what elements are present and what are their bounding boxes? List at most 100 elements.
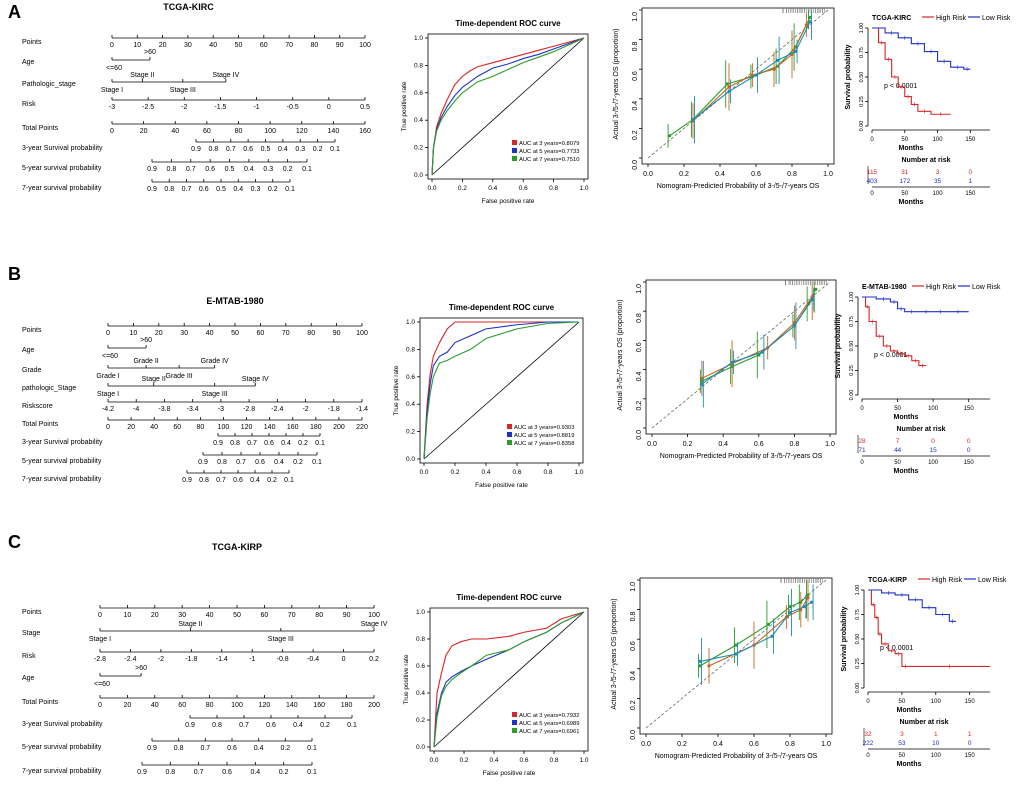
nomogram-row-label: 7-year survival probability xyxy=(22,768,102,775)
total-points-tick-label: 40 xyxy=(171,128,179,135)
points-tick-label: 30 xyxy=(180,330,188,337)
km-risk-count-high: 3 xyxy=(900,731,904,738)
km-risk-count-low: 0 xyxy=(968,740,972,747)
risk-tick-label: -3.8 xyxy=(158,406,170,413)
points-tick-label: 90 xyxy=(333,330,341,337)
km-y-tick-label: 0.50 xyxy=(855,634,861,645)
risk-tick-label: 0 xyxy=(327,104,331,111)
survival-prob-5-tick-label: 0.8 xyxy=(217,459,227,466)
risk-tick-label: -0.8 xyxy=(277,656,289,663)
total-points-tick-label: 20 xyxy=(127,424,135,431)
calibration-y-tick-label: 0.4 xyxy=(632,101,639,111)
calibration-x-tick-label: 1.0 xyxy=(825,441,835,448)
points-tick-label: 50 xyxy=(235,42,243,49)
nomogram-row-label: Age xyxy=(22,59,35,66)
km-y-tick-label: 0.75 xyxy=(859,47,865,58)
roc-y-tick-label: 0.2 xyxy=(416,717,425,724)
roc-y-tick-label: 0.4 xyxy=(406,401,415,408)
survival-prob-3-tick-label: 0.7 xyxy=(247,440,257,447)
risk-tick-label: -4 xyxy=(133,406,139,413)
km-y-tick-label: 1.00 xyxy=(859,23,865,34)
km-risk-x-tick-label: 50 xyxy=(894,460,901,466)
calibration-y-tick-label: 0.8 xyxy=(630,611,637,621)
calibration-point xyxy=(804,23,809,27)
calibration-ideal-line xyxy=(651,281,831,429)
roc-y-tick-label: 0.2 xyxy=(414,145,423,152)
survival-prob-7-tick-label: 0.1 xyxy=(284,477,294,484)
total-points-tick-label: 80 xyxy=(235,128,243,135)
nomogram-row-label: Grade xyxy=(22,367,42,374)
survival-prob-7-tick-label: 0.4 xyxy=(250,769,260,776)
survival-prob-3-tick-label: 0.1 xyxy=(315,440,325,447)
stage-label: Stage III xyxy=(170,87,196,94)
nomogram-title: TCGA-KIRC xyxy=(163,2,214,12)
km-legend-low: Low Risk xyxy=(982,15,1011,22)
points-tick-label: 90 xyxy=(343,612,351,619)
survival-prob-3-tick-label: 0.3 xyxy=(295,146,305,153)
points-tick-label: 70 xyxy=(282,330,290,337)
km-curve xyxy=(868,589,957,622)
survival-prob-3-tick-label: 0.4 xyxy=(293,722,303,729)
age-label: >60 xyxy=(135,665,147,672)
survival-prob-5-tick-label: 0.9 xyxy=(147,745,157,752)
survival-prob-7-tick-label: 0.7 xyxy=(194,769,204,776)
risk-tick-label: -2.8 xyxy=(243,406,255,413)
nomogram-row-label: 5-year survival probability xyxy=(22,165,102,172)
nomogram-title: E-MTAB-1980 xyxy=(206,296,263,306)
calibration-x-tick-label: 0.0 xyxy=(641,741,651,748)
grade-label: Grade III xyxy=(166,373,193,380)
nomogram-row-label: 5-year survival probability xyxy=(22,744,102,751)
calibration-y-tick-label: 0.2 xyxy=(630,700,637,710)
km-x-tick-label: 150 xyxy=(965,137,976,143)
roc-x-tick-label: 1.0 xyxy=(579,757,588,764)
roc-y-tick-label: 0.4 xyxy=(416,690,425,697)
stage-label: Stage IV xyxy=(361,621,388,628)
nomogram-row-label: Total Points xyxy=(22,125,59,132)
calibration-point xyxy=(698,664,702,668)
risk-tick-label: -4.2 xyxy=(102,406,114,413)
points-tick-label: 20 xyxy=(159,42,167,49)
points-tick-label: 40 xyxy=(206,330,214,337)
total-points-tick-label: 60 xyxy=(203,128,211,135)
calibration-x-tick-label: 0.4 xyxy=(718,441,728,448)
points-tick-label: 50 xyxy=(233,612,241,619)
km-x-tick-label: 0 xyxy=(866,699,870,705)
roc-y-tick-label: 0.0 xyxy=(416,744,425,751)
total-points-tick-label: 160 xyxy=(313,702,325,709)
calibration-point xyxy=(725,82,729,86)
km-y-label: Survival probability xyxy=(835,313,842,378)
calibration-y-tick-label: 0.8 xyxy=(636,313,643,323)
calibration-point xyxy=(772,67,776,71)
roc-x-tick-label: 0.4 xyxy=(489,757,498,764)
calibration-x-tick-label: 0.6 xyxy=(754,441,764,448)
survival-prob-7-tick-label: 0.5 xyxy=(216,186,226,193)
survival-prob-3-tick-label: 0.9 xyxy=(213,440,223,447)
points-tick-label: 80 xyxy=(307,330,315,337)
roc-curve xyxy=(423,321,579,460)
km-y-tick-label: 0.50 xyxy=(859,72,865,83)
survival-prob-7-tick-label: 0.1 xyxy=(307,769,317,776)
survival-prob-7-tick-label: 0.3 xyxy=(251,186,261,193)
roc-diagonal xyxy=(431,37,585,176)
calibration-point xyxy=(750,73,755,77)
km-risk-count-high: 1 xyxy=(934,731,938,738)
survival-prob-3-tick-label: 0.8 xyxy=(212,722,222,729)
km-y-tick-label: 0.25 xyxy=(855,658,861,669)
total-points-tick-label: 120 xyxy=(241,424,253,431)
km-risk-count-low: 10 xyxy=(932,740,940,747)
nomogram-row-label: Risk xyxy=(22,653,36,660)
total-points-tick-label: 0 xyxy=(110,128,114,135)
km-risk-x-tick-label: 150 xyxy=(965,191,976,197)
risk-tick-label: 0.5 xyxy=(360,104,370,111)
points-tick-label: 100 xyxy=(368,612,380,619)
km-risk-count-low: 403 xyxy=(867,178,878,185)
age-label: <=60 xyxy=(94,681,110,688)
calibration-frame xyxy=(639,577,833,735)
points-tick-label: 80 xyxy=(315,612,323,619)
km-curve xyxy=(862,296,969,313)
km-risk-count-low: 15 xyxy=(929,447,937,454)
roc-curve xyxy=(423,321,580,460)
stage-label: Stage III xyxy=(202,391,228,398)
roc-x-tick-label: 0.4 xyxy=(488,185,497,192)
calibration-point xyxy=(760,350,764,354)
